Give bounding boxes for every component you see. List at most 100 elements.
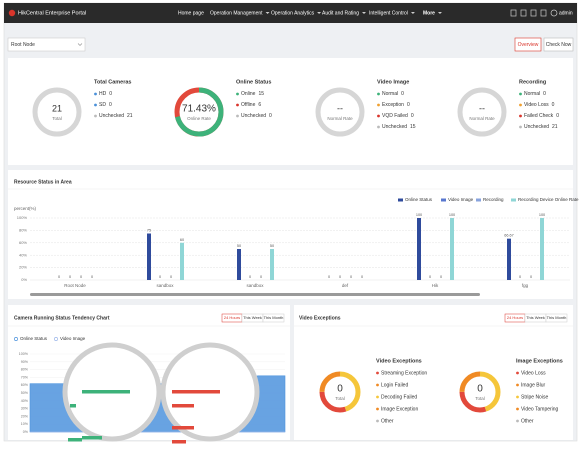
nav-item[interactable]: Intelligent Control <box>369 10 408 16</box>
summary-item-label: Normal <box>382 91 398 97</box>
y-tick-label: 100% <box>19 352 29 356</box>
tab-label[interactable]: This Month <box>547 315 567 320</box>
exception-item: Image Exception <box>381 406 418 412</box>
bullet <box>519 114 522 118</box>
toolbar-button[interactable] <box>514 37 542 52</box>
caret <box>77 43 83 46</box>
ring-caption: Total <box>52 116 62 121</box>
summary-item-value: 0 <box>109 102 112 108</box>
summary-item-label: Failed Check <box>524 113 554 119</box>
nav-item[interactable]: Home page <box>178 10 204 16</box>
summary-item-value: 6 <box>258 102 261 108</box>
summary-item: Unchecked 0 <box>241 113 272 119</box>
tab[interactable] <box>262 313 285 323</box>
legend-label: Video Image <box>60 336 86 341</box>
tab[interactable] <box>545 313 568 323</box>
magnified-bar <box>82 390 130 394</box>
bullet <box>94 103 97 107</box>
toolbar-button-label[interactable]: Overview <box>518 42 539 48</box>
scrollbar[interactable] <box>30 293 480 296</box>
tab-label[interactable]: This Month <box>264 315 284 320</box>
summary-item: Video Loss 0 <box>524 102 555 108</box>
magnified-bar <box>70 404 76 408</box>
summary-item-value: 21 <box>552 124 558 130</box>
group-title: Image Exceptions <box>516 358 563 364</box>
summary-item-value: 0 <box>109 91 112 97</box>
summary-item: Offline 6 <box>241 102 261 108</box>
summary-item-label: Offline <box>241 102 256 108</box>
tab-label[interactable]: 24 Hours <box>507 315 523 320</box>
bar-value-label: 50 <box>270 244 274 248</box>
icon[interactable] <box>520 9 527 17</box>
user-name[interactable]: admin <box>559 10 573 16</box>
y-tick-label: 60% <box>21 383 29 387</box>
nav-item[interactable]: Operation Management <box>210 10 263 16</box>
area-select-value[interactable]: Root Node <box>11 42 35 48</box>
magnified-bar <box>82 436 102 440</box>
y-tick-label: 20% <box>19 265 27 270</box>
bullet <box>377 114 380 118</box>
nav-item[interactable]: Operation Analytics <box>271 10 315 16</box>
bar-value-label: 50 <box>237 244 241 248</box>
bar-value-label: 0 <box>91 275 93 279</box>
exception-item: Video Loss <box>521 370 546 376</box>
ring <box>457 87 507 137</box>
bar-value-label: 0 <box>361 275 363 279</box>
caret <box>361 12 366 14</box>
bar-value-label: 60 <box>180 238 184 242</box>
ring-caption: Online Rate <box>187 116 211 121</box>
top-bar: HikCentral Enterprise Portal Home page Op… <box>4 3 577 23</box>
toolbar-button-label[interactable]: Check Now <box>546 42 572 48</box>
bullet <box>236 92 239 96</box>
ring-caption: Normal Rate <box>327 116 353 121</box>
legend-marker <box>14 337 18 341</box>
legend-swatch <box>441 198 446 202</box>
toolbar-button[interactable] <box>543 37 574 52</box>
icon[interactable] <box>540 9 547 17</box>
bar <box>270 249 274 280</box>
content: Root Node Overview Check Now 21 Total Total C… <box>7 37 579 444</box>
nav-item[interactable]: Audit and Rating <box>322 10 359 16</box>
logo: HikCentral Enterprise Portal <box>18 10 86 16</box>
tab-label[interactable]: 24 Hours <box>224 315 240 320</box>
bar <box>180 242 184 280</box>
donut-segment <box>319 371 361 413</box>
y-tick-label: 40% <box>21 399 29 403</box>
resource-panel <box>8 170 573 299</box>
legend-label: Recording <box>483 197 504 202</box>
nav-item[interactable]: More <box>423 10 435 16</box>
tab-label[interactable]: This Week <box>526 315 545 320</box>
donut-segment <box>459 371 501 413</box>
bullet <box>519 103 522 107</box>
user-avatar[interactable] <box>550 9 558 17</box>
bar-value-label: 100 <box>449 213 455 217</box>
bullet <box>376 407 379 411</box>
bullet <box>377 103 380 107</box>
icon[interactable] <box>530 9 537 17</box>
panel-title: Camera Running Status Tendency Chart <box>14 315 110 321</box>
bullet <box>519 92 522 96</box>
caret <box>317 12 322 14</box>
bar-value-label: 100 <box>539 213 545 217</box>
icon[interactable] <box>510 9 517 17</box>
x-tick-label: sandbox <box>156 283 174 288</box>
summary-item-value: 0 <box>269 113 272 119</box>
tab-label[interactable]: This Week <box>243 315 262 320</box>
y-tick-label: 60% <box>19 240 27 245</box>
bar <box>417 218 421 280</box>
legend-label: Online Status <box>405 197 433 202</box>
bullet <box>516 395 519 399</box>
bullet <box>516 371 519 375</box>
bullet <box>376 395 379 399</box>
y-tick-label: 40% <box>19 252 27 257</box>
y-tick-label: 30% <box>21 407 29 411</box>
ring-value: -- <box>479 103 485 113</box>
x-tick-label: def <box>342 283 349 288</box>
area-select[interactable] <box>7 37 86 52</box>
logo-icon <box>8 9 16 17</box>
bar-value-label: 0 <box>170 275 172 279</box>
legend-label: Video Image <box>448 197 474 202</box>
summary-item: VQD Failed 0 <box>382 113 414 119</box>
